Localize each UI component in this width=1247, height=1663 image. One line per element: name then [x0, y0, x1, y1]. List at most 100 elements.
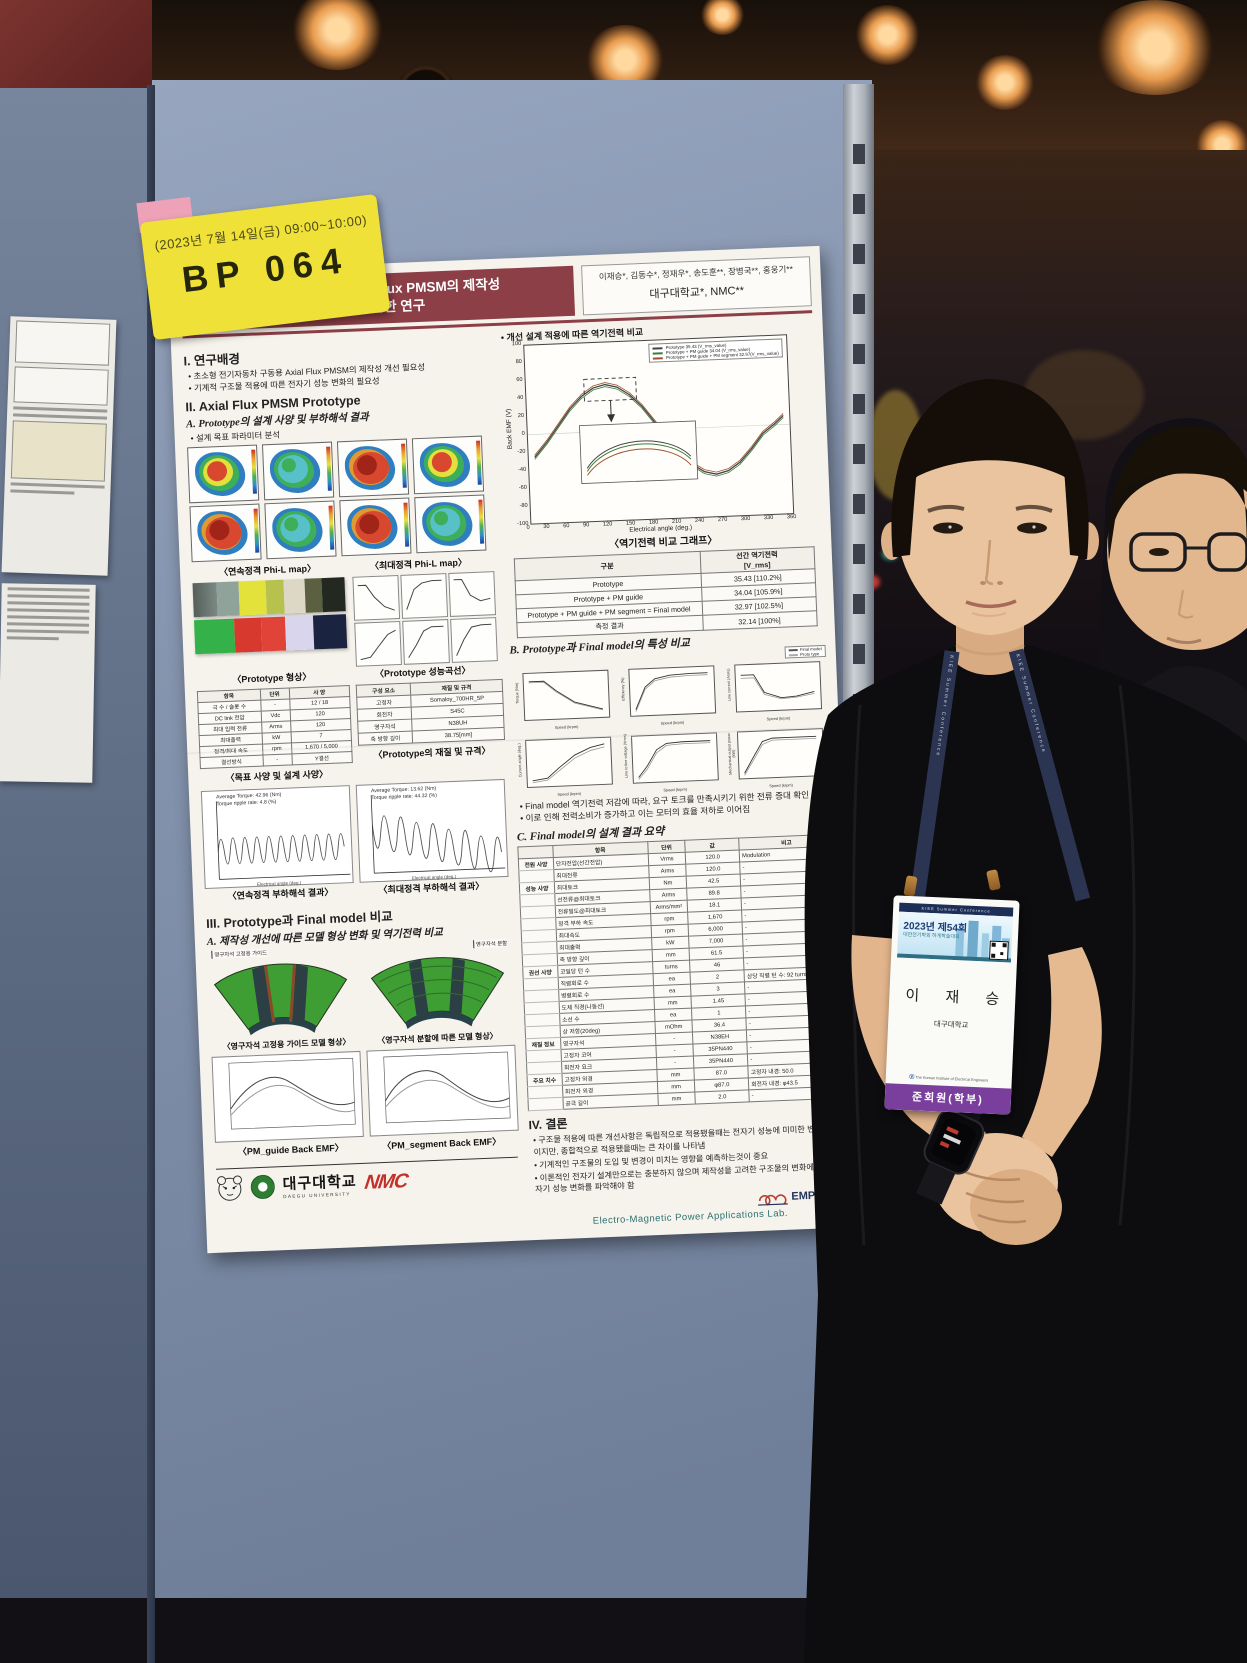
material-table: 구성 요소 재질 및 규격 고정자 Somaloy_700HR_5P 회전자 S45C…: [355, 679, 506, 746]
tick: 40: [516, 394, 524, 402]
phi-l-map: [411, 435, 485, 495]
tick: 0: [521, 430, 525, 438]
plot-annotation: Average Torque: 13.62 (Nm) Torque ripple…: [370, 785, 438, 802]
badge-graphic: 2023년 제54회 대한전기학회 하계학술대회: [897, 911, 1013, 963]
ceiling-light: [975, 55, 1035, 110]
back-emf-chart: Back EMF (V) 100 80 60 40 20 0 -20 -40 -60 -80 -10…: [497, 333, 816, 538]
caption-phi-l-continuous: 〈연속정격 Phi-L map〉: [218, 563, 317, 578]
university-logo: 대구대학교 DAEGU UNIVERSITY: [282, 1170, 357, 1199]
chart-plot-area: Prototype 35.43 (V_rms_value) Prototype +…: [523, 334, 795, 525]
mini-chart: Line current (Arms) Speed (krpm): [722, 657, 824, 725]
mini-plot: [450, 617, 498, 664]
machine-strip-bottom: [194, 614, 348, 655]
tick: 80: [515, 358, 523, 366]
paper-text-line: [6, 629, 89, 634]
ceiling-light: [290, 0, 385, 70]
eyebrow: [927, 504, 965, 513]
conference-badge: KIEE Summer Conference 2023년 제54회 대한전기학회…: [884, 895, 1020, 1115]
pinned-paper: [1, 316, 117, 576]
mini-chart: Mechanical output power (kW) Speed (krpm): [725, 724, 827, 792]
torque-ripple-plot-max: Average Torque: 13.62 (Nm) Torque ripple…: [355, 779, 509, 884]
spec-table: 항목 단위 사 양 극 수 / 슬롯 수 -12 / 18 DC link 전압 Vd…: [196, 685, 353, 770]
tiger-mascot: [217, 1175, 243, 1201]
ceiling-light: [855, 5, 920, 65]
caption-spec-table: 〈목표 사양 및 설계 사양〉: [225, 769, 329, 784]
characteristic-charts: Torque (Nm) Speed (krpm) Efficiency (%) Sp…: [510, 657, 827, 800]
pm-guide-model: 영구자석 고정용 가이드: [207, 945, 355, 1037]
paper-text-line: [7, 601, 90, 606]
mini-chart: Line to line voltage (Vrms) Speed (krpm): [619, 728, 721, 796]
pm-guide-emf-plot: [211, 1051, 364, 1144]
prototype-photo: [192, 577, 348, 673]
legend-swatch: [652, 346, 663, 350]
badge-grade: 준회원(학부): [884, 1083, 1012, 1115]
eye: [933, 522, 963, 534]
tick: -80: [519, 502, 528, 510]
pm-segment-emf-plot: [366, 1044, 519, 1137]
eye: [1017, 522, 1047, 534]
badge-org: Ⓥ The Korean Institute of Electrical Eng…: [909, 1074, 989, 1083]
kiee-mark: Ⓥ: [909, 1074, 915, 1081]
paper-text-line: [7, 622, 90, 627]
smartwatch: [915, 1084, 990, 1205]
forearm: [1022, 947, 1102, 1157]
mini-chart: Torque (Nm) Speed (krpm): [510, 666, 612, 734]
ceiling-light: [1090, 0, 1220, 95]
pm-segment-model: 영구자석 분할: [364, 939, 512, 1031]
paper-figure: [13, 366, 109, 406]
badge-affiliation: 대구대학교: [933, 1019, 969, 1030]
machine-strip-top: [192, 577, 346, 618]
nose: [985, 539, 994, 586]
paper-text-line: [7, 587, 90, 592]
university-name: 대구대학교: [282, 1173, 358, 1194]
phi-l-maps-row1: [187, 435, 491, 504]
board-hinge: [147, 85, 155, 1663]
legend-swatch: [653, 356, 664, 360]
hair: [891, 379, 1089, 559]
paper-text-line: [10, 489, 75, 495]
tick: -60: [518, 484, 528, 492]
paper-text-line: [7, 615, 90, 620]
paper-text-line: [13, 413, 108, 420]
poster-right-column: 개선 설계 적용에 따른 역기전력 비교 Back EMF (V) 100806…: [497, 320, 849, 1229]
mini-plot: [352, 575, 401, 622]
paper-text-line: [13, 406, 108, 413]
phi-l-map: [189, 503, 262, 563]
phi-l-map: [339, 497, 412, 557]
affiliations: 대구대학교*, NMC**: [649, 284, 745, 301]
phi-l-map: [262, 441, 335, 501]
pinned-paper: [0, 583, 96, 783]
caption-phi-l-max: 〈최대정격 Phi-L map〉: [369, 557, 468, 572]
phi-l-map: [414, 494, 487, 554]
eyebrow: [1015, 504, 1053, 513]
poster-left-column: I. 연구배경 초소형 전기자동차 구동용 Axial Flux PMSM의 제…: [183, 333, 521, 1242]
plot-annotation: Average Torque: 42.96 (Nm) Torque ripple…: [216, 792, 282, 808]
paper-table: [10, 420, 107, 482]
phi-l-map: [336, 438, 410, 498]
tick: 20: [517, 412, 525, 420]
phi-l-map: [187, 444, 260, 504]
performance-curve-grid: [352, 571, 498, 667]
ceiling-light: [700, 0, 745, 35]
legend-swatch: [652, 351, 663, 355]
university-emblem: [250, 1174, 276, 1200]
paper-figure: [14, 320, 111, 366]
paper-text-line: [7, 594, 90, 599]
tick: -100: [517, 520, 529, 528]
tick: 100: [511, 341, 522, 348]
mouth: [965, 599, 1017, 609]
qr-code: [989, 940, 1009, 961]
coil-icon: [757, 1194, 788, 1206]
mini-chart: Current angle (deg.) Speed (krpm): [513, 733, 615, 801]
mini-plot: [448, 571, 497, 618]
author-box: 이재승*, 김동수*, 정재우*, 송도훈**, 장병국**, 홍웅기** 대구…: [581, 256, 812, 316]
mini-chart: Efficiency (%) Speed (krpm): [616, 661, 718, 729]
tick: 60: [516, 376, 523, 384]
caption-material-table: 〈Prototype의 재질 및 규격〉: [373, 745, 491, 761]
nmc-logo: NMC: [363, 1169, 409, 1194]
logo-row: 대구대학교 DAEGU UNIVERSITY NMC: [216, 1156, 520, 1203]
paper-text-line: [10, 482, 105, 489]
torque-ripple-plot-continuous: Average Torque: 42.96 (Nm) Torque ripple…: [200, 785, 354, 890]
badge-name: 이 재 승: [905, 986, 1011, 1009]
floor: [0, 1598, 874, 1663]
